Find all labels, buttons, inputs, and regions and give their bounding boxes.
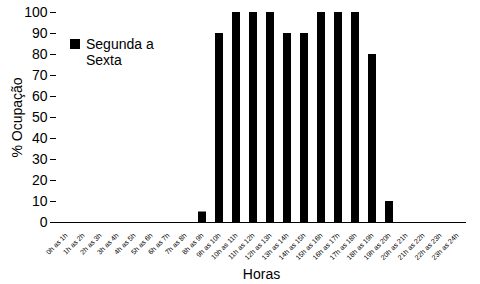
svg-text:80: 80 [32, 46, 48, 62]
svg-text:6h as 7h: 6h as 7h [146, 231, 171, 256]
svg-text:70: 70 [32, 67, 48, 83]
svg-text:1h as 2h: 1h as 2h [61, 231, 86, 256]
svg-text:60: 60 [32, 88, 48, 104]
svg-text:21h as 22h: 21h as 22h [396, 231, 426, 262]
svg-text:11h as 12h: 11h as 12h [226, 231, 256, 261]
svg-text:100: 100 [24, 4, 48, 20]
svg-text:0h as 1h: 0h as 1h [44, 231, 69, 256]
svg-text:0: 0 [40, 214, 48, 230]
svg-text:9h as 10h: 9h as 10h [195, 231, 222, 259]
svg-text:30: 30 [32, 151, 48, 167]
svg-text:13h as 14h: 13h as 14h [260, 231, 290, 262]
svg-text:16h as 17h: 16h as 17h [311, 231, 341, 262]
svg-text:12h as 13h: 12h as 13h [243, 231, 273, 262]
svg-text:40: 40 [32, 130, 48, 146]
svg-text:20: 20 [32, 172, 48, 188]
svg-text:10h as 11h: 10h as 11h [209, 231, 239, 261]
svg-text:50: 50 [32, 109, 48, 125]
svg-text:2h as 3h: 2h as 3h [78, 231, 103, 256]
svg-text:18h as 19h: 18h as 19h [345, 231, 375, 262]
svg-text:22h as 23h: 22h as 23h [413, 231, 443, 262]
svg-text:90: 90 [32, 25, 48, 41]
svg-text:17h as 18h: 17h as 18h [328, 231, 358, 262]
svg-text:3h as 4h: 3h as 4h [95, 231, 120, 256]
svg-text:% Ocupação: % Ocupação [9, 77, 25, 157]
svg-text:4h as 5h: 4h as 5h [112, 231, 137, 256]
svg-text:23h as 24h: 23h as 24h [430, 232, 460, 262]
svg-text:19h as 20h: 19h as 20h [362, 231, 392, 262]
svg-text:8h as 9h: 8h as 9h [180, 231, 205, 256]
svg-text:20h as 21h: 20h as 21h [379, 231, 409, 262]
svg-text:14h as 15h: 14h as 15h [277, 231, 307, 262]
svg-text:7h as 8h: 7h as 8h [163, 231, 188, 256]
svg-text:15h as 16h: 15h as 16h [294, 231, 324, 262]
svg-text:10: 10 [32, 193, 48, 209]
svg-text:5h as 6h: 5h as 6h [129, 231, 154, 256]
svg-text:Horas: Horas [243, 266, 280, 282]
html-text:Segunda a Sexta: Segunda a Sexta [86, 36, 154, 68]
